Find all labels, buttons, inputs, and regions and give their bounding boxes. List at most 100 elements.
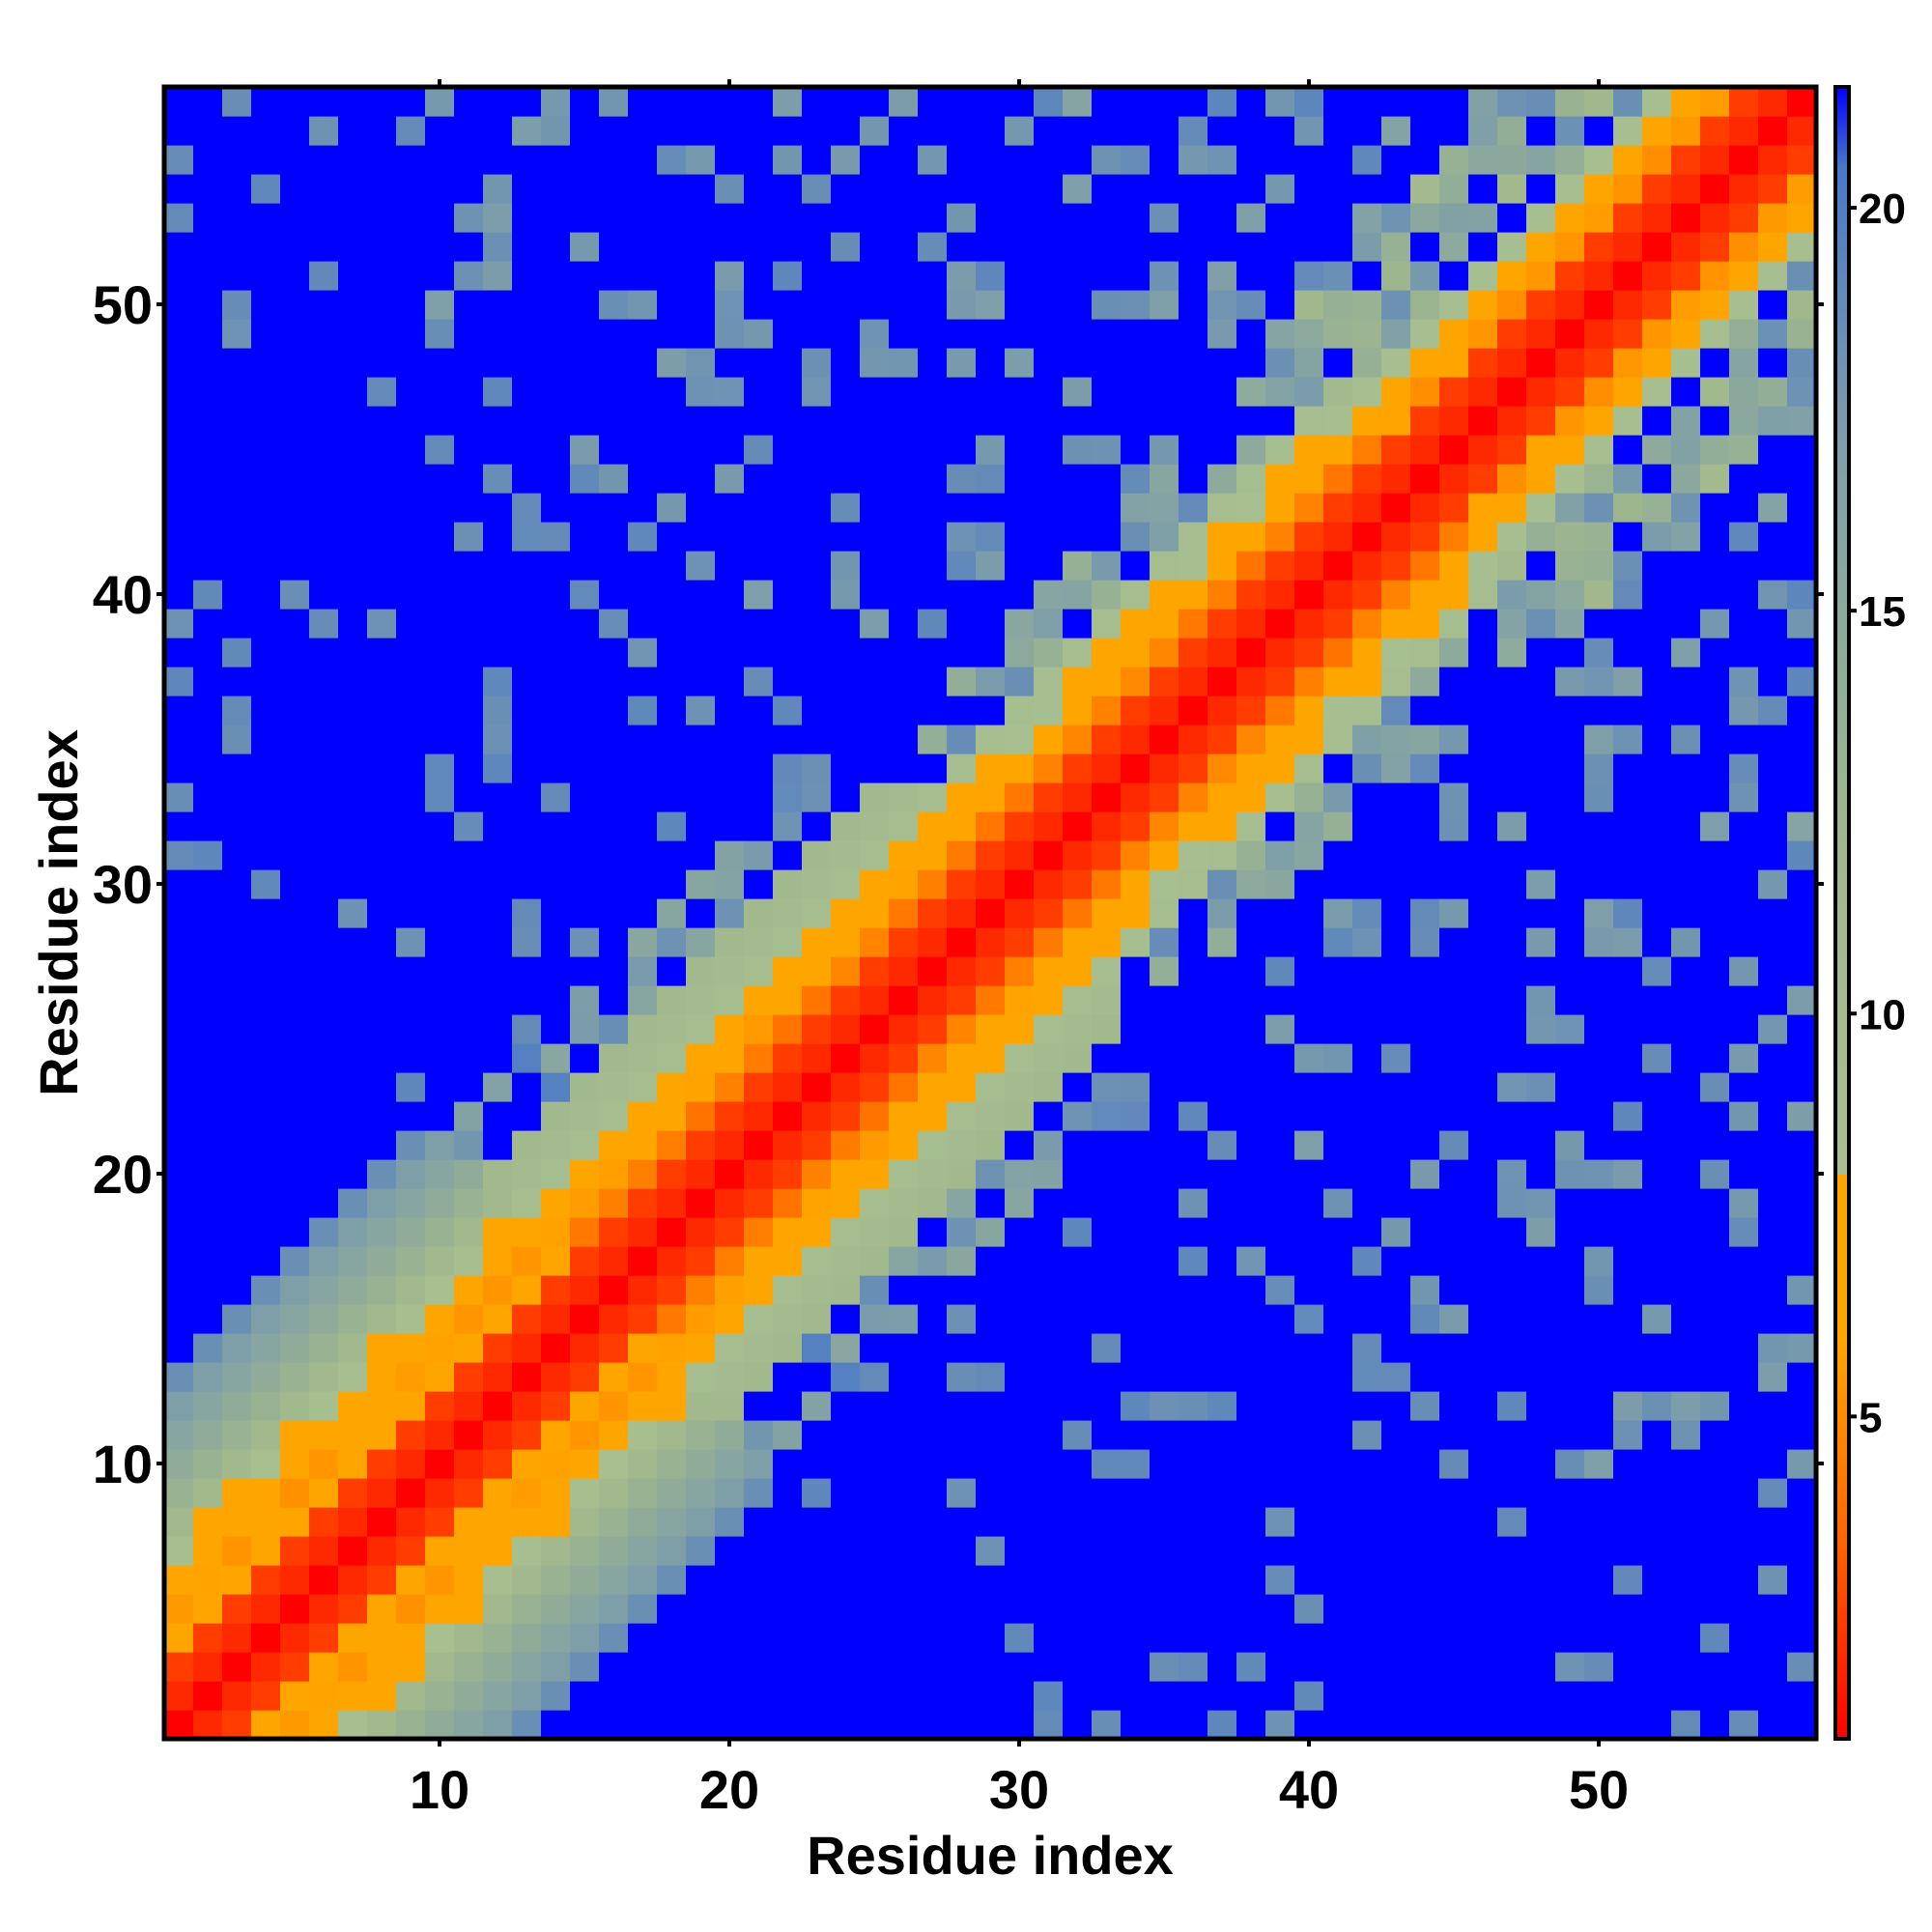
heatmap-cell [1381, 1536, 1411, 1566]
heatmap-cell [599, 1594, 629, 1624]
heatmap-cell [1642, 406, 1672, 436]
heatmap-cell [744, 1362, 774, 1392]
heatmap-cell [570, 493, 600, 523]
heatmap-cell [1671, 782, 1701, 812]
heatmap-cell [860, 1449, 890, 1479]
heatmap-cell [976, 1391, 1006, 1421]
heatmap-cell [1468, 319, 1498, 349]
heatmap-cell [715, 551, 745, 581]
heatmap-cell [1381, 1710, 1411, 1740]
heatmap-cell [1034, 696, 1064, 725]
heatmap-cell [802, 1710, 832, 1740]
heatmap-cell [1265, 522, 1295, 552]
heatmap-cell [1265, 724, 1295, 754]
heatmap-cell [860, 406, 890, 436]
heatmap-cell [1208, 667, 1237, 696]
heatmap-cell [976, 1420, 1006, 1450]
heatmap-cell [1758, 869, 1788, 899]
heatmap-cell [1121, 1101, 1151, 1131]
heatmap-cell [860, 956, 890, 986]
heatmap-cell [657, 1188, 687, 1218]
heatmap-cell [1063, 551, 1093, 581]
heatmap-cell [1063, 1391, 1093, 1421]
heatmap-cell [309, 145, 339, 175]
heatmap-cell [860, 667, 890, 696]
heatmap-cell [1671, 319, 1701, 349]
heatmap-cell [541, 1449, 571, 1479]
heatmap-cell [773, 348, 803, 378]
heatmap-cell [1729, 1507, 1759, 1537]
heatmap-cell [1352, 493, 1382, 523]
heatmap-cell [367, 840, 397, 870]
heatmap-cell [1613, 319, 1643, 349]
heatmap-cell [947, 956, 977, 986]
heatmap-cell [1208, 898, 1237, 928]
heatmap-cell [1700, 1478, 1730, 1508]
heatmap-cell [744, 782, 774, 812]
heatmap-cell [1150, 609, 1179, 639]
heatmap-cell [193, 1391, 223, 1421]
heatmap-cell [918, 406, 948, 436]
heatmap-cell [1208, 406, 1237, 436]
heatmap-cell [599, 1478, 629, 1508]
heatmap-cell [222, 1391, 252, 1421]
heatmap-cell [512, 840, 542, 870]
heatmap-cell [164, 1304, 194, 1334]
heatmap-cell [1758, 1072, 1788, 1102]
heatmap-cell [251, 1710, 281, 1740]
heatmap-cell [744, 927, 774, 957]
heatmap-cell [1121, 319, 1151, 349]
heatmap-cell [367, 1333, 397, 1363]
heatmap-cell [1468, 1014, 1498, 1044]
heatmap-cell [454, 927, 484, 957]
heatmap-cell [1410, 232, 1440, 262]
heatmap-cell [860, 1710, 890, 1740]
heatmap-cell [251, 638, 281, 668]
heatmap-cell [599, 696, 629, 725]
heatmap-cell [1642, 1710, 1672, 1740]
heatmap-cell [1613, 753, 1643, 783]
heatmap-cell [1700, 1420, 1730, 1450]
heatmap-cell [1208, 203, 1237, 233]
heatmap-cell [164, 116, 194, 146]
heatmap-cell [367, 1478, 397, 1508]
heatmap-cell [976, 898, 1006, 928]
heatmap-cell [251, 840, 281, 870]
heatmap-cell [1613, 1043, 1643, 1073]
heatmap-cell [802, 898, 832, 928]
heatmap-cell [1265, 145, 1295, 175]
heatmap-cell [889, 1681, 919, 1711]
heatmap-cell [425, 1014, 455, 1044]
heatmap-cell [889, 1159, 919, 1189]
heatmap-cell [454, 145, 484, 175]
heatmap-cell [1497, 609, 1527, 639]
heatmap-cell [1671, 406, 1701, 436]
heatmap-cell [1294, 1246, 1324, 1276]
heatmap-cell [1150, 1391, 1179, 1421]
heatmap-cell [715, 464, 745, 494]
heatmap-cell [657, 1449, 687, 1479]
heatmap-cell [802, 435, 832, 465]
heatmap-cell [1179, 116, 1208, 146]
heatmap-cell [164, 724, 194, 754]
heatmap-cell [1758, 956, 1788, 986]
heatmap-cell [831, 753, 861, 783]
heatmap-cell [512, 580, 542, 610]
heatmap-cell [396, 1130, 426, 1160]
heatmap-cell [1700, 435, 1730, 465]
heatmap-cell [251, 406, 281, 436]
heatmap-cell [1208, 551, 1237, 581]
heatmap-cell [1410, 1072, 1440, 1102]
heatmap-cell [1555, 1014, 1585, 1044]
heatmap-cell [251, 290, 281, 320]
heatmap-cell [1555, 435, 1585, 465]
heatmap-cell [1787, 232, 1817, 262]
heatmap-cell [164, 1043, 194, 1073]
heatmap-cell [1526, 319, 1556, 349]
heatmap-cell [396, 1710, 426, 1740]
heatmap-cell [338, 1101, 368, 1131]
heatmap-cell [512, 1710, 542, 1740]
heatmap-cell [1758, 1043, 1788, 1073]
heatmap-cell [628, 1449, 658, 1479]
heatmap-cell [483, 696, 513, 725]
